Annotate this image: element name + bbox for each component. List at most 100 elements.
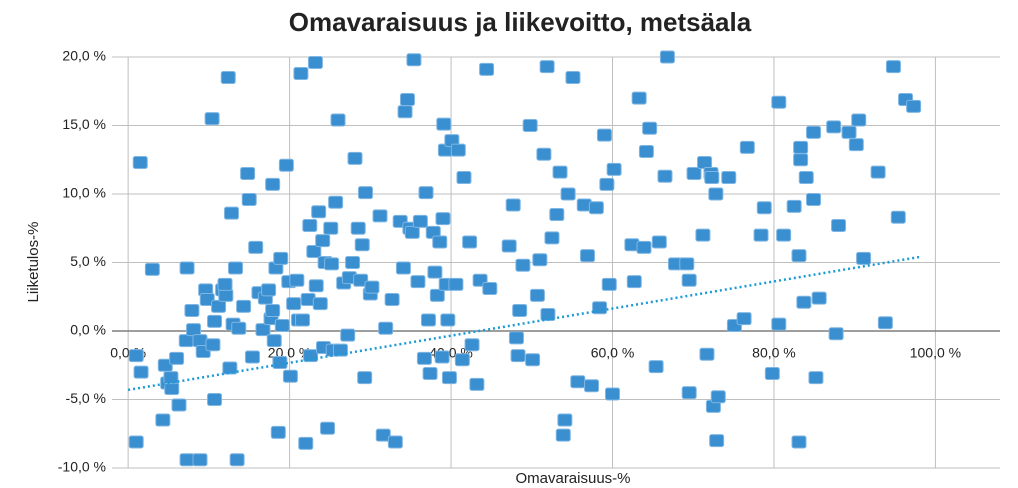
point <box>323 221 339 235</box>
point <box>240 166 256 180</box>
point <box>217 277 233 291</box>
point <box>418 186 434 200</box>
point <box>345 256 361 269</box>
point <box>448 277 464 291</box>
y-tick-label: 10,0 % <box>62 185 106 201</box>
point <box>756 201 772 215</box>
point <box>841 125 857 139</box>
point <box>806 192 822 206</box>
point <box>133 365 149 379</box>
point <box>357 186 373 200</box>
point <box>482 282 498 296</box>
point <box>626 275 642 289</box>
point <box>434 350 450 364</box>
point <box>764 366 780 380</box>
point <box>387 435 403 449</box>
point <box>261 283 277 297</box>
point <box>397 105 413 119</box>
point <box>354 238 370 252</box>
point <box>791 249 807 263</box>
point <box>420 313 436 327</box>
point <box>204 112 220 126</box>
point <box>679 257 695 271</box>
point <box>525 353 541 367</box>
point <box>406 53 422 67</box>
point <box>828 327 844 341</box>
point <box>508 331 524 345</box>
point <box>375 428 391 442</box>
point <box>501 239 517 253</box>
point <box>599 177 615 191</box>
point <box>515 258 531 272</box>
point <box>186 323 202 337</box>
point <box>584 379 600 393</box>
point <box>220 71 236 85</box>
point <box>708 187 724 201</box>
point <box>241 192 257 206</box>
point <box>357 371 373 385</box>
point <box>877 316 893 330</box>
point <box>710 390 726 404</box>
point <box>306 245 322 259</box>
point <box>699 347 715 361</box>
point <box>906 99 922 113</box>
point <box>228 261 244 275</box>
point <box>320 421 336 435</box>
point <box>286 297 302 311</box>
point <box>771 95 787 109</box>
point <box>274 319 290 333</box>
point <box>638 145 654 159</box>
point <box>295 313 311 327</box>
point <box>315 234 331 248</box>
point <box>440 313 456 327</box>
point <box>601 277 617 291</box>
point <box>207 393 223 406</box>
chart-title: Omavaraisuus ja liikevoitto, metsäala <box>289 7 752 37</box>
point <box>870 165 886 179</box>
point <box>229 453 245 467</box>
point <box>231 321 247 335</box>
point <box>347 151 363 165</box>
point <box>856 251 872 265</box>
point <box>255 323 271 337</box>
point <box>441 371 457 385</box>
point <box>307 55 323 69</box>
point <box>510 349 526 363</box>
point <box>776 228 792 242</box>
point <box>179 453 195 467</box>
point <box>657 169 673 183</box>
point <box>169 351 185 365</box>
point <box>606 162 622 176</box>
point <box>328 195 344 209</box>
trendline <box>127 255 920 392</box>
point <box>565 71 581 85</box>
point <box>686 166 702 180</box>
point <box>890 210 906 224</box>
point <box>289 273 305 287</box>
point <box>272 356 288 370</box>
point <box>462 235 478 249</box>
point <box>811 291 827 305</box>
point <box>588 201 604 215</box>
point <box>544 231 560 245</box>
y-tick-label: 20,0 % <box>62 48 106 64</box>
x-axis-title: Omavaraisuus-% <box>515 470 630 487</box>
point <box>266 334 282 348</box>
y-tick-label: -10,0 % <box>58 459 106 475</box>
point <box>395 261 411 275</box>
point <box>199 292 215 306</box>
y-tick-label: 5,0 % <box>70 253 106 269</box>
point <box>332 343 348 357</box>
point <box>435 212 451 226</box>
point <box>739 140 755 154</box>
point <box>560 187 576 201</box>
point <box>298 436 314 450</box>
point <box>806 125 822 139</box>
point <box>330 113 346 127</box>
point <box>479 62 495 76</box>
point <box>532 253 548 267</box>
point <box>549 208 565 222</box>
point <box>192 334 208 348</box>
point <box>350 221 366 235</box>
point <box>885 60 901 74</box>
